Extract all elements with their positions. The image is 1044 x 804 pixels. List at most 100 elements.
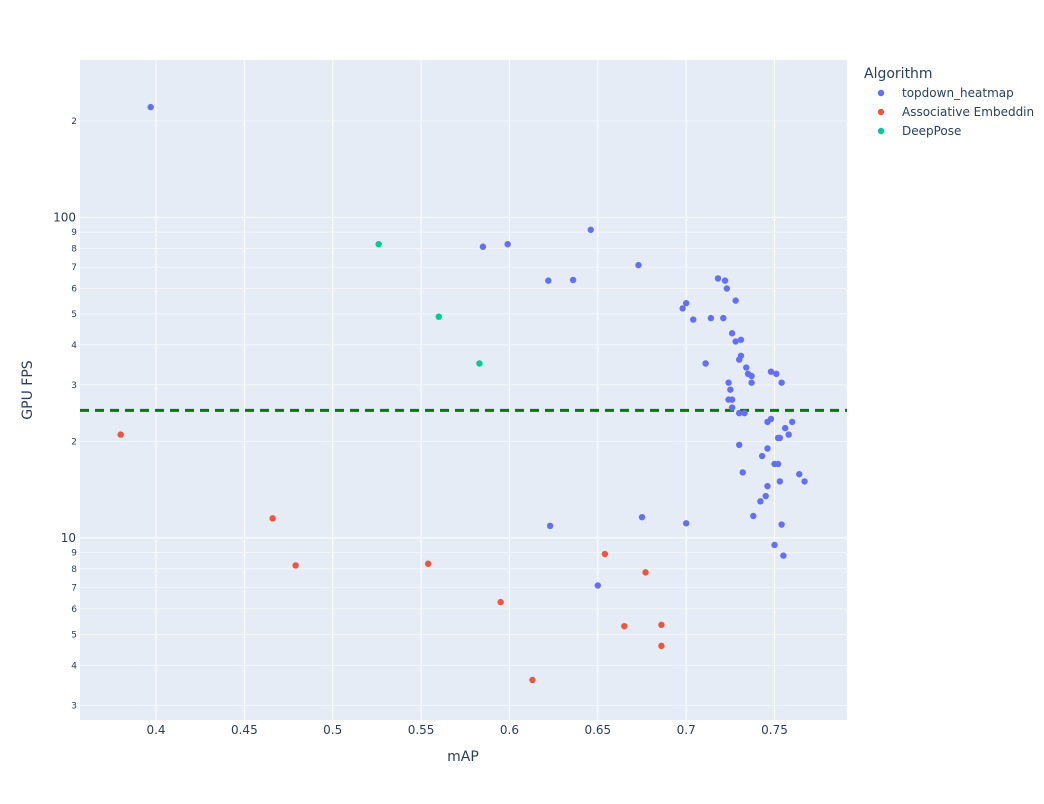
plot-background: [80, 60, 847, 720]
data-point: [762, 492, 769, 500]
data-point: [721, 277, 729, 284]
legend-title: Algorithm: [864, 66, 933, 82]
data-point: [780, 552, 787, 559]
legend-label: DeepPose: [902, 124, 961, 138]
x-tick-label: 0.6: [500, 723, 519, 737]
data-point: [375, 240, 382, 248]
data-point: [601, 550, 609, 558]
data-point: [732, 338, 739, 345]
y-minor-tick-label: 7: [71, 583, 77, 593]
data-point: [728, 404, 736, 411]
y-minor-tick-label: 2: [71, 117, 77, 127]
data-point: [739, 469, 746, 476]
x-tick-label: 0.75: [761, 723, 788, 737]
data-point: [594, 582, 602, 589]
data-point: [714, 275, 722, 282]
data-point: [735, 409, 743, 417]
y-tick-label: 10: [61, 531, 76, 545]
data-point: [479, 243, 487, 250]
data-point: [767, 415, 775, 423]
data-point: [801, 478, 808, 485]
y-minor-tick-label: 4: [71, 341, 77, 351]
y-minor-tick-label: 8: [71, 244, 77, 254]
data-point: [658, 621, 665, 629]
y-minor-tick-label: 3: [71, 701, 77, 711]
data-point: [702, 360, 709, 367]
data-point: [725, 379, 732, 386]
x-tick-label: 0.55: [408, 723, 435, 737]
data-point: [773, 370, 780, 378]
data-point: [776, 478, 784, 485]
data-point: [147, 103, 154, 111]
data-point: [682, 520, 690, 527]
data-point: [476, 360, 483, 367]
data-point: [504, 240, 511, 248]
legend[interactable]: Algorithm topdown_heatmap Associative Emb…: [864, 66, 1034, 138]
data-point: [727, 386, 734, 393]
data-points: [117, 103, 808, 684]
data-point: [781, 424, 789, 432]
data-point: [743, 364, 750, 371]
data-point: [424, 560, 432, 567]
data-point: [785, 431, 792, 438]
data-point: [767, 368, 775, 375]
y-tick-label: 100: [53, 210, 76, 224]
data-point: [545, 277, 552, 284]
data-point: [638, 513, 646, 521]
data-point: [735, 441, 743, 449]
data-point: [658, 642, 665, 650]
series-deeppose: [375, 240, 483, 367]
x-tick-label: 0.5: [323, 723, 342, 737]
data-point: [771, 541, 778, 549]
data-point: [764, 445, 771, 452]
x-tick-label: 0.4: [146, 723, 165, 737]
data-point: [621, 622, 628, 630]
data-point: [757, 498, 764, 505]
data-point: [741, 409, 748, 417]
data-point: [789, 418, 796, 426]
data-point: [569, 276, 577, 284]
y-minor-tick-label: 4: [71, 661, 77, 671]
x-tick-label: 0.7: [677, 723, 696, 737]
series-associative-embeddin: [117, 431, 665, 684]
y-axis-title: GPU FPS: [20, 360, 36, 419]
data-point: [796, 470, 803, 478]
data-point: [117, 431, 124, 438]
data-point: [707, 314, 715, 322]
data-point: [732, 297, 739, 304]
y-minor-tick-label: 6: [71, 605, 77, 615]
series-topdown-heatmap: [147, 103, 808, 589]
data-point: [737, 352, 745, 359]
data-point: [546, 522, 554, 530]
data-point: [682, 299, 690, 307]
data-point: [679, 305, 686, 312]
y-minor-tick-label: 6: [71, 285, 77, 295]
legend-marker: [877, 127, 885, 135]
x-tick-label: 0.45: [231, 723, 258, 737]
y-minor-tick-label: 9: [71, 228, 77, 238]
y-minor-tick-label: 5: [71, 630, 77, 640]
data-point: [292, 562, 299, 569]
y-axis: 3 4 5 6 7 8 9 2 3 4 5 6 7 8 9 2 10 100: [53, 117, 77, 711]
y-minor-tick-label: 7: [71, 263, 77, 273]
data-point: [690, 316, 697, 323]
x-tick-label: 0.65: [584, 723, 611, 737]
y-minor-tick-label: 2: [71, 437, 77, 447]
data-point: [728, 396, 736, 403]
data-point: [435, 313, 442, 320]
legend-label: topdown_heatmap: [902, 86, 1014, 100]
data-point: [269, 515, 276, 522]
y-minor-tick-label: 3: [71, 381, 77, 391]
legend-marker: [877, 108, 885, 116]
data-point: [764, 482, 771, 490]
data-point: [776, 434, 784, 442]
y-minor-tick-label: 5: [71, 310, 77, 320]
data-point: [748, 372, 755, 380]
x-axis-title: mAP: [447, 749, 479, 765]
x-axis: 0.4 0.45 0.5 0.55 0.6 0.65 0.7 0.75: [146, 723, 787, 737]
data-point: [748, 379, 755, 386]
y-minor-tick-label: 8: [71, 565, 77, 575]
data-point: [737, 336, 745, 343]
